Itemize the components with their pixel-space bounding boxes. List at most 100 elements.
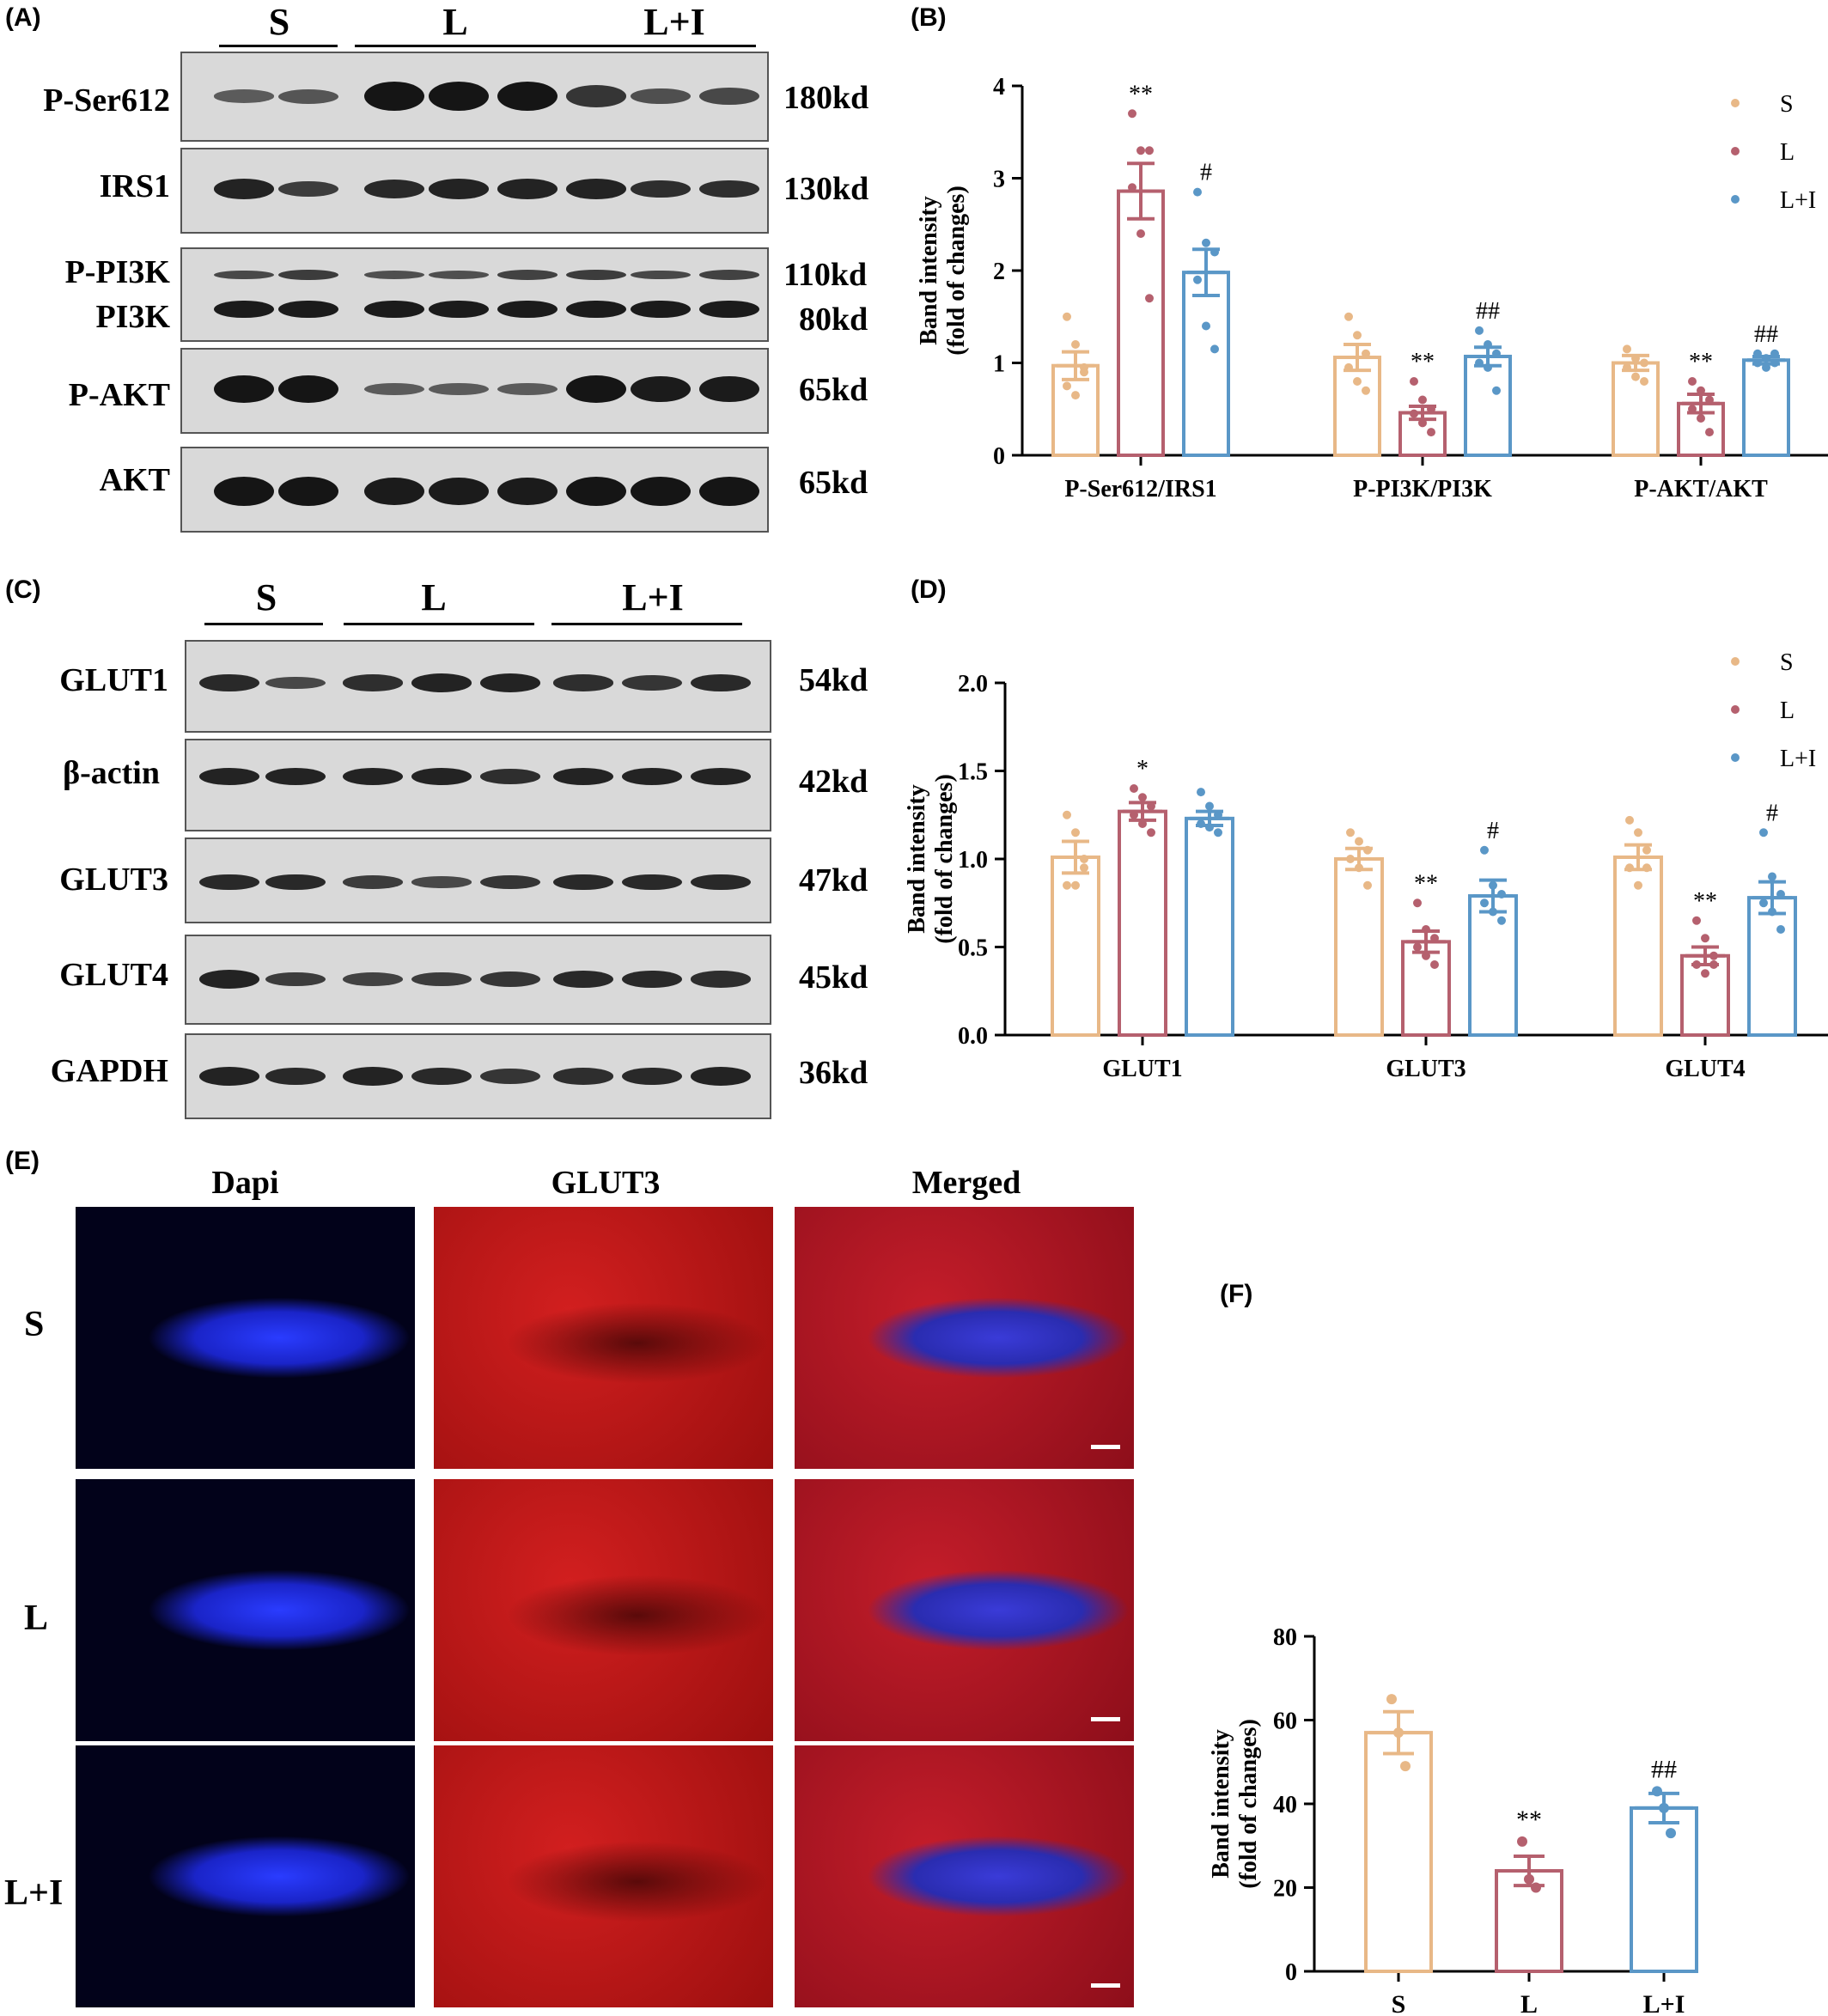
- y-axis-label: (fold of changes): [943, 186, 970, 356]
- blot-band: [480, 971, 540, 987]
- blot-band: [429, 382, 489, 396]
- significance-mark: ##: [1651, 1755, 1677, 1783]
- blot-row-label: GAPDH: [50, 1053, 168, 1089]
- data-point: [1422, 951, 1430, 960]
- blot-band: [699, 300, 759, 319]
- data-point: [1705, 428, 1714, 437]
- data-point: [1197, 788, 1205, 797]
- data-point: [1692, 960, 1701, 969]
- data-point: [1484, 362, 1492, 372]
- y-axis-label: Band intensity: [904, 784, 930, 934]
- mw-label: 130kd: [783, 171, 869, 207]
- data-point: [1697, 414, 1705, 423]
- data-point: [1768, 872, 1776, 881]
- data-point: [1400, 1761, 1411, 1772]
- legend-marker: [1731, 705, 1740, 714]
- y-tick-label: 0.5: [958, 935, 988, 962]
- data-point: [1418, 395, 1427, 405]
- blot-band: [622, 675, 682, 691]
- data-point: [1492, 386, 1501, 395]
- blot-band: [691, 768, 751, 785]
- panel-label-d: (D): [911, 576, 947, 604]
- x-tick-label: P-AKT/AKT: [1634, 476, 1768, 502]
- legend-marker: [1731, 195, 1740, 204]
- blot-strip: [180, 247, 769, 342]
- bar: [1185, 816, 1234, 1037]
- blot-band: [343, 1067, 403, 1086]
- blot-band: [429, 300, 489, 319]
- data-point: [1427, 428, 1435, 437]
- data-point: [1210, 344, 1219, 354]
- data-point: [1659, 1802, 1669, 1813]
- data-point: [1147, 828, 1155, 837]
- data-point: [1362, 386, 1370, 395]
- data-point: [1410, 409, 1418, 418]
- data-point: [1480, 898, 1489, 908]
- mw-label: 47kd: [799, 862, 868, 898]
- data-point: [1625, 815, 1634, 825]
- x-tick-label: S: [1392, 1990, 1406, 2016]
- bar: [1364, 1731, 1433, 1973]
- blot-row-label: β-actin: [63, 755, 160, 791]
- data-point: [1193, 187, 1202, 197]
- if-column-header: Dapi: [211, 1165, 279, 1201]
- legend-label: S: [1780, 91, 1794, 118]
- data-point: [1128, 109, 1136, 119]
- data-point: [1776, 890, 1785, 898]
- bar: [1468, 894, 1518, 1037]
- data-point: [1484, 340, 1492, 349]
- blot-band: [553, 1068, 613, 1085]
- if-row-label: L+I: [4, 1873, 64, 1913]
- if-column-header: Merged: [911, 1165, 1021, 1201]
- data-point: [1346, 855, 1355, 863]
- blot-band: [214, 270, 274, 280]
- data-point: [1631, 372, 1640, 381]
- blot-band: [691, 874, 751, 891]
- blot-band: [553, 674, 613, 691]
- blot-band: [278, 375, 338, 403]
- data-point: [1642, 845, 1651, 855]
- if-image: [76, 1745, 415, 2007]
- data-point: [1418, 418, 1427, 428]
- data-point: [1489, 907, 1497, 917]
- blot-band: [199, 768, 259, 785]
- blot-band: [691, 971, 751, 988]
- blot-band: [553, 768, 613, 785]
- blot-band: [691, 1067, 751, 1086]
- y-tick-label: 2: [993, 259, 1005, 285]
- significance-mark: **: [1693, 888, 1717, 915]
- blot-band: [278, 88, 338, 104]
- data-point: [1625, 863, 1634, 873]
- blot-band: [199, 970, 259, 989]
- blot-band: [631, 270, 691, 280]
- blot-band: [343, 674, 403, 691]
- blot-band: [480, 1069, 540, 1084]
- y-axis-label: Band intensity: [1208, 1729, 1234, 1879]
- data-point: [1346, 828, 1355, 837]
- data-point: [1430, 960, 1439, 969]
- mw-label: 45kd: [799, 959, 868, 996]
- data-point: [1205, 823, 1214, 832]
- blot-band: [699, 270, 759, 280]
- chart-b: 0 1 2 3 4 Band intensity (fold of changes) P-Se…: [916, 74, 1828, 502]
- data-point: [1631, 354, 1640, 363]
- data-point: [1770, 349, 1779, 358]
- blot-band: [278, 300, 338, 319]
- blot-row-label: GLUT4: [59, 957, 168, 993]
- data-point: [1063, 312, 1071, 321]
- data-point: [1692, 916, 1701, 925]
- blot-band: [553, 874, 613, 891]
- blot-band: [631, 375, 691, 403]
- blot-band: [214, 300, 274, 319]
- blot-band: [411, 971, 472, 987]
- data-point: [1205, 801, 1214, 811]
- blot-row-label: P-PI3K: [64, 254, 170, 290]
- y-tick-label: 80: [1273, 1624, 1297, 1651]
- blot-band: [364, 477, 424, 506]
- blot-band: [343, 768, 403, 785]
- data-point: [1214, 810, 1222, 819]
- mw-label: 80kd: [799, 301, 868, 338]
- legend-marker: [1731, 147, 1740, 155]
- if-image: [76, 1207, 415, 1469]
- data-point: [1497, 890, 1506, 898]
